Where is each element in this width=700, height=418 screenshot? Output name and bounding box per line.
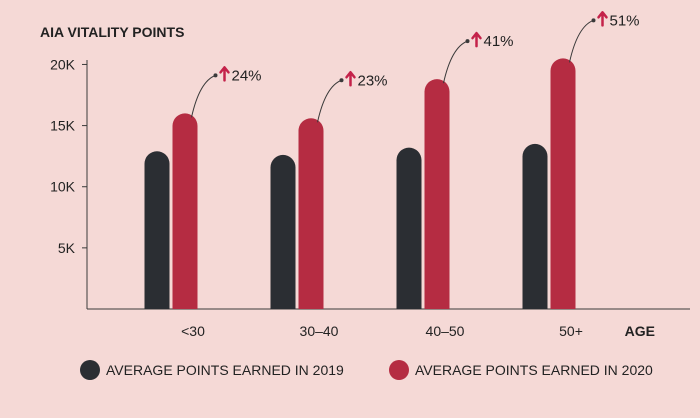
x-tick-label: 50+ xyxy=(559,323,583,339)
bar-2019 xyxy=(144,151,170,309)
legend-swatch-2020 xyxy=(389,360,409,380)
chart-title: AIA VITALITY POINTS xyxy=(40,24,184,40)
annotation-dot xyxy=(465,39,470,44)
bar-2019 xyxy=(396,147,422,309)
y-tick-label: 20K xyxy=(50,56,76,72)
x-tick-label: 40–50 xyxy=(426,323,465,339)
bar-2020 xyxy=(424,79,450,309)
bar-2019 xyxy=(270,154,296,309)
up-arrow-icon xyxy=(597,11,608,27)
bar-2020 xyxy=(298,118,324,309)
up-arrow-icon xyxy=(219,66,230,82)
bar-2020 xyxy=(172,113,198,309)
percent-increase-label: 24% xyxy=(232,67,262,84)
x-tick-label: 30–40 xyxy=(300,323,339,339)
legend-label-2019: AVERAGE POINTS EARNED IN 2019 xyxy=(106,362,344,378)
percent-increase-label: 23% xyxy=(358,72,388,89)
annotation-dot xyxy=(591,18,596,23)
up-arrow-icon xyxy=(345,71,356,87)
percent-increase-label: 51% xyxy=(610,12,640,29)
legend-swatch-2019 xyxy=(80,360,100,380)
annotation-dot xyxy=(339,78,344,83)
annotation-leader-line xyxy=(569,19,594,63)
bar-2020 xyxy=(550,58,576,309)
y-tick-label: 15K xyxy=(50,118,76,134)
y-tick-label: 10K xyxy=(50,179,76,195)
annotation-dot xyxy=(213,73,218,78)
annotation-leader-line xyxy=(317,79,342,123)
x-tick-label: <30 xyxy=(181,323,205,339)
annotation-leader-line xyxy=(443,40,468,84)
y-tick-label: 5K xyxy=(58,240,76,256)
x-axis-label: AGE xyxy=(625,323,655,339)
legend-label-2020: AVERAGE POINTS EARNED IN 2020 xyxy=(415,362,653,378)
percent-increase-label: 41% xyxy=(484,33,514,50)
up-arrow-icon xyxy=(471,31,482,48)
annotation-leader-line xyxy=(191,74,216,118)
bar-2019 xyxy=(522,143,548,309)
